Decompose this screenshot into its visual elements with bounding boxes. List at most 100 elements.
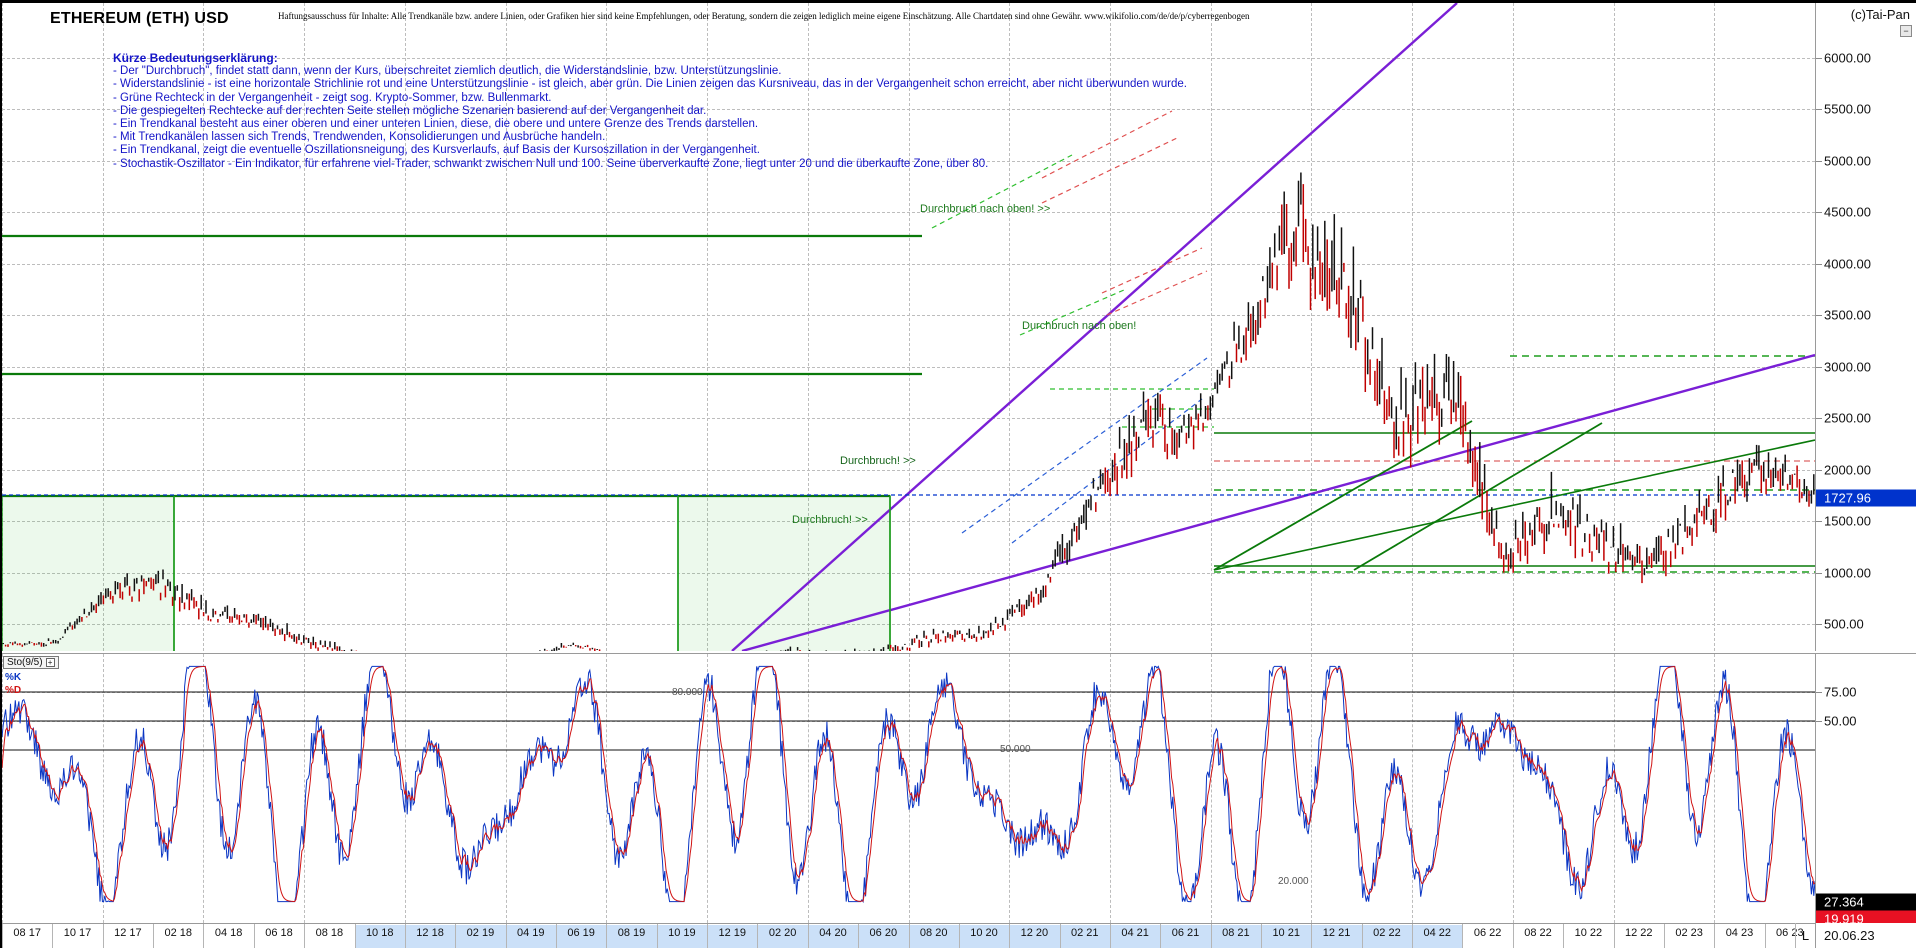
gridline-vertical (1412, 654, 1414, 923)
gridline-vertical (1009, 654, 1011, 923)
gridline-vertical (807, 654, 809, 923)
legend-explanation-block: Kürze Bedeutungserklärung: - Der "Durchb… (113, 51, 1187, 171)
price-axis-tick-label: 5000.00 (1824, 153, 1871, 169)
copyright-label: (c)Tai-Pan (1850, 7, 1910, 22)
time-axis-label: 06 21 (1171, 927, 1200, 939)
time-axis[interactable]: 08 17 10 17 12 17 02 18 04 18 06 18 08 18 10 18… (2, 923, 1916, 948)
price-axis-tick-label: 5500.00 (1824, 101, 1871, 117)
annotation-breakout-1: Durchbruch nach oben! >> (920, 203, 1051, 215)
time-axis-label: 08 18 (315, 927, 344, 939)
disclaimer-text: Haftungsausschuss für Inhalte: Alle Tren… (278, 11, 1250, 21)
gridline-vertical (1512, 3, 1514, 651)
gridline-vertical (404, 654, 406, 923)
time-axis-separator (153, 924, 155, 948)
time-axis-label: 02 22 (1373, 927, 1401, 939)
time-axis-separator (555, 924, 557, 948)
price-axis-tick-label: 2500.00 (1824, 410, 1871, 426)
time-axis-label: 06 20 (869, 927, 898, 939)
time-axis-label: 10 17 (63, 927, 92, 939)
time-axis-separator (656, 924, 658, 948)
time-axis-label: 06 22 (1473, 927, 1502, 939)
time-axis-separator (1210, 924, 1212, 948)
indicator-header-stochastic[interactable]: Sto(9/5) + (3, 656, 59, 669)
legend-line: - Mit Trendkanälen lassen sich Trends, T… (113, 131, 606, 144)
oscillator-axis-tick-mark (1816, 692, 1822, 693)
time-axis-separator (858, 924, 860, 948)
gridline-vertical (1311, 654, 1313, 923)
time-axis-label: 10 20 (970, 927, 998, 939)
gridline-vertical (505, 654, 507, 923)
price-axis-tick-label: 2000.00 (1824, 462, 1871, 478)
gridline-vertical (606, 654, 608, 923)
time-axis-separator (807, 924, 809, 948)
price-axis-tick-label: 4500.00 (1824, 204, 1871, 220)
oscillator-value-badge-k: 27.364 (1816, 893, 1916, 911)
time-axis-separator (1663, 924, 1665, 948)
price-axis[interactable]: (c)Tai-Pan − 6000.00 5500.00 5000.00 4500.0… (1815, 3, 1916, 651)
oscillator-axis-tick-label: 75.00 (1824, 684, 1857, 700)
gridline-vertical (2, 3, 3, 651)
price-axis-tick-mark (1816, 315, 1822, 317)
time-axis-label: 08 19 (617, 927, 646, 939)
time-axis-label: 12 21 (1322, 927, 1351, 939)
time-axis-separator (1361, 924, 1363, 948)
gridline-vertical (2, 654, 3, 923)
stochastic-oscillator-panel[interactable]: 80.000 50.000 20.000 (2, 653, 1815, 923)
time-axis-label: 08 20 (919, 927, 948, 939)
time-axis-separator (52, 924, 54, 948)
page-title: ETHEREUM (ETH) USD (50, 10, 229, 27)
price-axis-tick-label: 500.00 (1824, 616, 1864, 632)
time-axis-separator (958, 924, 960, 948)
time-axis-label: 10 22 (1574, 927, 1603, 939)
legend-line: - Widerstandslinie - ist eine horizontal… (113, 78, 1187, 91)
price-axis-tick-mark (1816, 212, 1822, 214)
gridline-vertical (304, 654, 306, 923)
annotation-breakout-3: Durchbruch! >> (840, 455, 916, 467)
legend-line: - Stochastik-Oszillator - Ein Indikator,… (113, 157, 989, 170)
time-axis-label: 12 20 (1020, 927, 1049, 939)
price-axis-tick-mark (1816, 160, 1822, 162)
time-axis-separator (1512, 924, 1514, 948)
time-axis-label: 12 19 (718, 927, 746, 939)
plus-icon[interactable]: + (45, 658, 55, 667)
series-label-percent-d: %D (5, 685, 22, 696)
time-axis-selection[interactable] (354, 925, 1463, 948)
window-top-border (0, 0, 1916, 3)
gridline-vertical (707, 654, 709, 923)
time-axis-label: 02 18 (164, 927, 193, 939)
gridline-vertical (304, 3, 306, 651)
time-axis-label: 06 23 (1776, 927, 1804, 939)
indicator-name-label: Sto(9/5) (7, 657, 43, 668)
time-axis-label: 04 20 (819, 927, 847, 939)
time-axis-current-date: 20.06.23 (1815, 923, 1916, 948)
time-axis-separator (1412, 924, 1414, 948)
gridline-vertical (908, 654, 910, 923)
time-axis-label: 12 17 (114, 927, 142, 939)
oscillator-axis[interactable]: 75.00 50.00 27.364 19.919 (1815, 653, 1916, 928)
gridline-vertical (1109, 654, 1111, 923)
gridline-vertical (203, 3, 205, 651)
price-axis-tick-label: 1500.00 (1824, 513, 1871, 529)
gridline-vertical (606, 3, 608, 651)
time-axis-separator (1764, 924, 1766, 948)
gridline-vertical (1613, 654, 1615, 923)
minus-icon[interactable]: − (1900, 25, 1912, 37)
time-axis-label: 02 21 (1070, 927, 1099, 939)
time-axis-separator (404, 924, 406, 948)
oscillator-axis-tick-mark (1816, 721, 1822, 722)
time-axis-separator (908, 924, 910, 948)
time-axis-separator (757, 924, 759, 948)
gridline-vertical (102, 654, 104, 923)
time-axis-separator (455, 924, 457, 948)
price-axis-tick-mark (1816, 58, 1822, 59)
gridline-vertical (1714, 3, 1716, 651)
legend-title: Kürze Bedeutungserklärung: (113, 51, 278, 65)
time-axis-separator (102, 924, 104, 948)
time-axis-label: 08 17 (13, 927, 41, 939)
time-axis-separator (1009, 924, 1011, 948)
gridline-vertical (1512, 654, 1514, 923)
time-axis-label: 04 21 (1121, 927, 1149, 939)
legend-line: - Ein Trendkanal besteht aus einer obere… (113, 118, 759, 131)
scale-mode-indicator[interactable]: L (1795, 923, 1815, 948)
